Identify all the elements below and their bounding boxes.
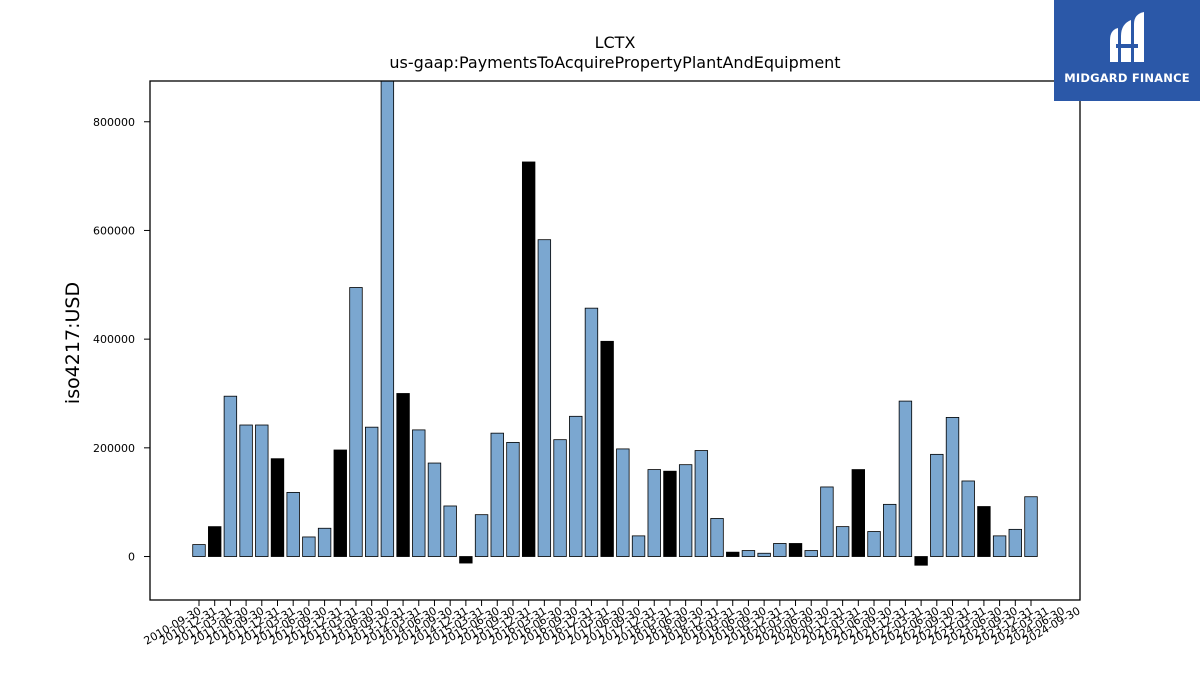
bar [992, 535, 1007, 557]
bar [694, 450, 709, 557]
bar [506, 441, 520, 557]
bar [364, 426, 379, 557]
y-tick-label: 0 [128, 551, 135, 564]
bar [521, 161, 536, 557]
y-axis-label: iso4217:USD [62, 282, 84, 404]
bar [851, 469, 865, 557]
bar [1024, 496, 1038, 557]
bar [678, 464, 693, 557]
bar [773, 543, 787, 557]
bar [898, 400, 913, 557]
y-tick-label: 200000 [93, 442, 135, 455]
bar [333, 449, 347, 557]
bar [286, 491, 300, 557]
bar [820, 486, 834, 557]
bar [270, 458, 285, 557]
bar [788, 543, 803, 557]
bar [757, 552, 771, 557]
bar [192, 544, 206, 557]
bar [804, 550, 818, 557]
bar [631, 535, 646, 557]
bar [726, 551, 740, 557]
y-tick-label: 800000 [93, 116, 135, 129]
bar [223, 395, 238, 557]
bar [961, 480, 975, 557]
bar [647, 469, 661, 557]
bar [459, 556, 473, 564]
bar [380, 81, 395, 557]
y-tick-label: 400000 [93, 333, 135, 346]
bar [302, 536, 316, 557]
bar [396, 393, 410, 557]
plot-area: 2010-09-302010-12-312011-03-312011-06-30… [93, 81, 1083, 648]
bar [490, 432, 504, 557]
logo-wordmark: MIDGARD FINANCE [1064, 71, 1190, 85]
bar [600, 340, 614, 557]
bar [741, 550, 756, 557]
bar [663, 470, 677, 557]
bar [710, 518, 724, 557]
bar [255, 424, 269, 557]
bar [569, 415, 583, 557]
bar [584, 307, 599, 557]
bar [239, 424, 253, 557]
bar [208, 526, 222, 557]
bar [443, 505, 457, 557]
bar [412, 429, 426, 557]
bar [427, 462, 442, 557]
y-tick-label: 600000 [93, 224, 135, 237]
bar [317, 527, 332, 557]
bars-group [192, 81, 1038, 566]
plot-frame [149, 80, 1081, 601]
bar [616, 448, 630, 557]
bar [1008, 528, 1022, 557]
bar [537, 239, 552, 557]
bar [867, 531, 881, 557]
bar [835, 526, 850, 557]
chart-title: LCTX [595, 33, 636, 52]
bar [883, 503, 897, 557]
bar [474, 514, 489, 557]
bar [977, 506, 991, 557]
chart-subtitle: us-gaap:PaymentsToAcquirePropertyPlantAn… [389, 53, 840, 72]
brand-logo: MIDGARD FINANCE [1054, 0, 1200, 101]
bar [930, 453, 944, 557]
midgard-logo-icon [1110, 12, 1144, 62]
bar [914, 556, 928, 566]
bar [349, 287, 363, 557]
bar [553, 439, 567, 557]
bar [945, 416, 960, 557]
